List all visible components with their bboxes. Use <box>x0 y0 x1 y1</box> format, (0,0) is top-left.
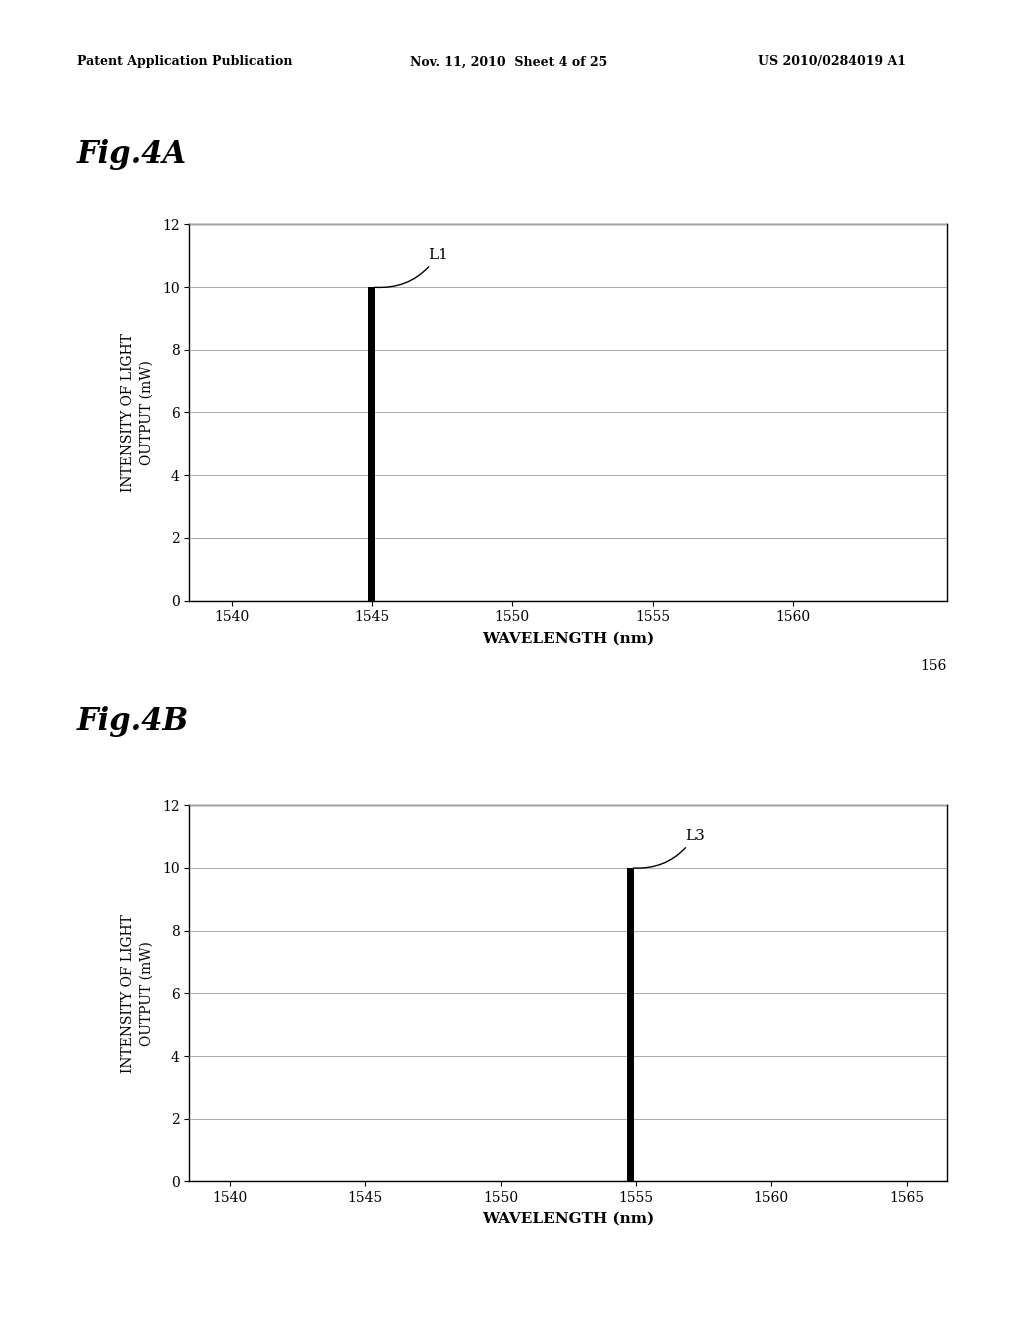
Text: L3: L3 <box>633 829 705 869</box>
Text: Fig.4B: Fig.4B <box>77 706 189 737</box>
Bar <box>369 286 376 601</box>
X-axis label: WAVELENGTH (nm): WAVELENGTH (nm) <box>482 631 654 645</box>
Y-axis label: INTENSITY OF LIGHT
OUTPUT (mW): INTENSITY OF LIGHT OUTPUT (mW) <box>122 333 154 492</box>
Text: Nov. 11, 2010  Sheet 4 of 25: Nov. 11, 2010 Sheet 4 of 25 <box>410 55 607 69</box>
Text: 156: 156 <box>920 659 946 673</box>
Text: Fig.4A: Fig.4A <box>77 139 187 169</box>
Y-axis label: INTENSITY OF LIGHT
OUTPUT (mW): INTENSITY OF LIGHT OUTPUT (mW) <box>122 913 154 1073</box>
Text: Patent Application Publication: Patent Application Publication <box>77 55 292 69</box>
Text: US 2010/0284019 A1: US 2010/0284019 A1 <box>758 55 906 69</box>
Bar <box>627 869 634 1181</box>
Text: L1: L1 <box>375 248 447 288</box>
X-axis label: WAVELENGTH (nm): WAVELENGTH (nm) <box>482 1212 654 1226</box>
